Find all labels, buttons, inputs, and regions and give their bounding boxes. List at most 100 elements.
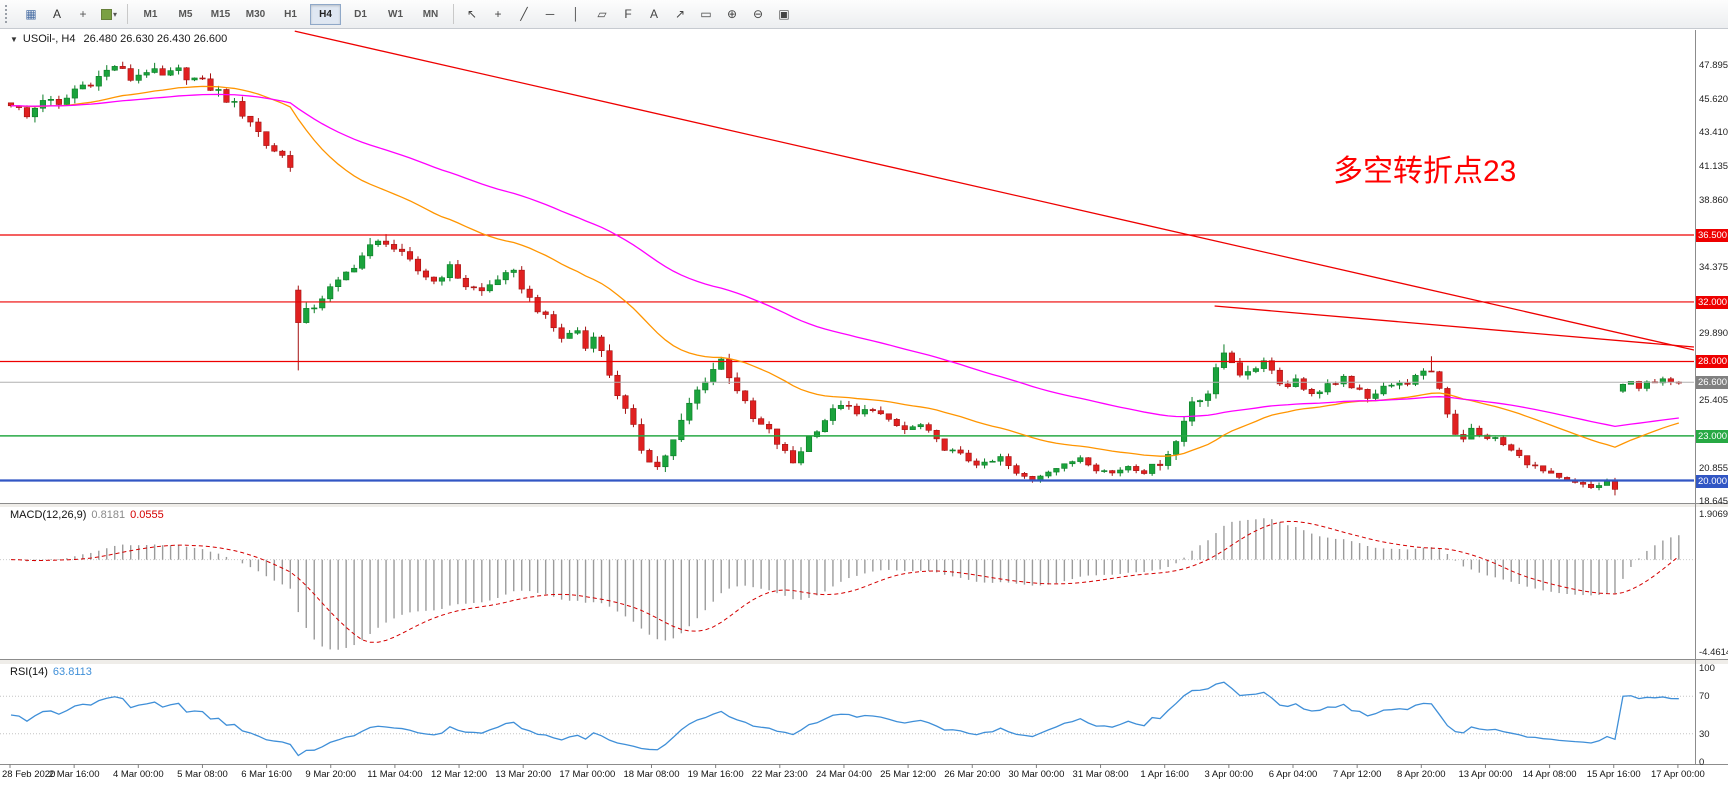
candle	[877, 410, 884, 415]
candle	[1587, 483, 1595, 488]
timeframe-M1[interactable]: M1	[143, 8, 158, 20]
candle	[279, 150, 286, 156]
rectangle-tool-icon[interactable]: ▭	[700, 7, 712, 21]
candle	[1029, 476, 1036, 481]
vertical-line-icon[interactable]: │	[572, 7, 580, 21]
candle	[1524, 455, 1531, 466]
candle	[191, 77, 198, 81]
candle	[941, 438, 948, 451]
candle	[343, 271, 350, 281]
rsi-indicator-label: RSI(14) 63.8113	[10, 666, 92, 678]
candle	[630, 408, 637, 425]
horizontal-line-icon[interactable]: ─	[545, 7, 555, 21]
candle	[758, 418, 765, 425]
zoom-out-icon[interactable]: ⊖	[752, 7, 764, 21]
candle	[1580, 482, 1587, 485]
timeframe-M15[interactable]: M15	[210, 8, 231, 20]
candle	[1627, 381, 1634, 385]
text-a-tool-icon[interactable]: A	[45, 3, 69, 26]
candle	[383, 240, 390, 245]
candle	[494, 279, 501, 286]
candle	[119, 66, 126, 69]
text-a-tool-icon-glyph: A	[52, 7, 61, 21]
candle	[1085, 457, 1092, 466]
timeframe-M5[interactable]: M5	[178, 8, 193, 20]
chart-menu-arrow-icon[interactable]: ▼	[10, 35, 18, 44]
candle	[1300, 378, 1307, 390]
candle	[1436, 371, 1443, 389]
timeframe-W1[interactable]: W1	[388, 8, 403, 20]
candle	[438, 277, 445, 282]
candle	[111, 66, 118, 71]
macd-name: MACD(12,26,9)	[10, 509, 87, 521]
toolbar-separator	[127, 4, 128, 24]
candle	[1516, 449, 1523, 456]
candle	[710, 369, 717, 383]
candle	[1276, 369, 1283, 385]
candle	[654, 461, 661, 468]
chart-window-icon[interactable]: ▦	[19, 3, 43, 26]
candle	[247, 115, 254, 123]
candle	[263, 131, 270, 146]
candle	[1013, 465, 1020, 474]
candle	[1444, 388, 1451, 415]
timeframe-H4[interactable]: H4	[310, 3, 341, 25]
candle	[1532, 464, 1539, 467]
candle	[1404, 382, 1411, 385]
candle	[742, 390, 749, 402]
candle	[1556, 472, 1563, 478]
candle	[478, 287, 485, 292]
candle	[829, 408, 836, 421]
candle	[223, 89, 230, 103]
crosshair-icon[interactable]: +	[494, 7, 502, 21]
candle	[1141, 470, 1148, 474]
candle	[526, 288, 533, 298]
candle	[303, 308, 310, 323]
crosshair-tool-icon-glyph: +	[79, 7, 87, 21]
candle	[1101, 470, 1108, 472]
timeframe-MN[interactable]: MN	[422, 8, 439, 20]
equidistant-channel-icon[interactable]: ▱	[597, 7, 607, 21]
trendline-1[interactable]	[294, 30, 1694, 351]
annotation-text[interactable]: 多空转折点23	[1333, 155, 1517, 188]
dropdown-caret-icon: ▾	[112, 9, 117, 19]
candle	[622, 395, 629, 409]
crosshair-tool-icon[interactable]: +	[71, 3, 95, 26]
candle	[430, 276, 437, 282]
candle	[1045, 471, 1052, 477]
candle	[750, 400, 757, 419]
tile-windows-icon[interactable]: ▣	[778, 7, 790, 21]
candle	[949, 449, 956, 452]
arrow-tool-icon[interactable]: ↗	[674, 7, 686, 21]
moving-average-34	[10, 85, 1680, 457]
timeframe-D1[interactable]: D1	[354, 8, 367, 20]
text-label-icon[interactable]: A	[649, 7, 658, 21]
rsi-panel	[0, 681, 1694, 757]
candle	[1212, 367, 1220, 395]
draw-tool-dropdown[interactable]: ▾	[97, 3, 121, 26]
timeframe-H1[interactable]: H1	[284, 8, 297, 20]
candle	[901, 425, 908, 430]
candle	[95, 76, 102, 87]
candle	[287, 155, 294, 168]
trendline-2[interactable]	[1214, 305, 1694, 348]
fibonacci-icon[interactable]: F	[624, 7, 632, 21]
candle	[1356, 387, 1363, 390]
candle	[367, 244, 374, 257]
toolbar: ▦ A + ▾ M1 M5 M15 M30 H1 H4 D1 W1 MN ↖ + ╱ ─ │ ▱ F A ↗ ▭ ⊕ ⊖ ▣	[0, 0, 1728, 29]
zoom-in-icon[interactable]: ⊕	[726, 7, 738, 21]
toolbar-grip	[5, 5, 13, 23]
candle	[997, 456, 1004, 462]
candle	[351, 267, 358, 273]
candle	[1093, 464, 1100, 472]
candle	[718, 358, 725, 370]
candle	[550, 314, 557, 329]
candle	[1236, 362, 1243, 376]
candle	[239, 101, 246, 117]
cursor-icon[interactable]: ↖	[466, 7, 478, 21]
timeframe-M30[interactable]: M30	[245, 8, 266, 20]
candle	[55, 99, 62, 105]
trendline-icon[interactable]: ╱	[520, 7, 528, 21]
candle	[462, 277, 469, 288]
